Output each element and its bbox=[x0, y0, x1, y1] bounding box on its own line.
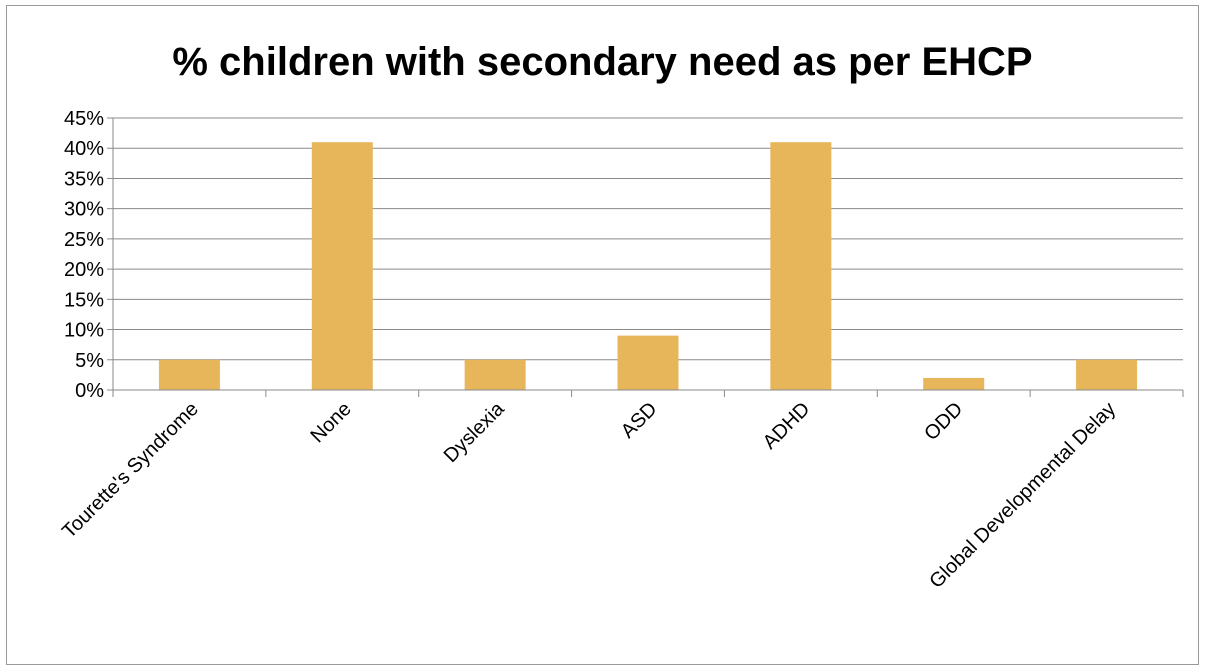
bar bbox=[923, 377, 985, 390]
x-tick-label: ADHD bbox=[759, 398, 815, 454]
chart-title: % children with secondary need as per EH… bbox=[172, 40, 1033, 84]
bars bbox=[158, 142, 1138, 390]
x-tick-label: Dyslexia bbox=[440, 397, 510, 467]
gridlines bbox=[113, 117, 1183, 361]
bar bbox=[311, 142, 373, 390]
axes bbox=[107, 117, 1184, 397]
y-tick-label: 20% bbox=[64, 259, 104, 281]
bar bbox=[158, 359, 220, 390]
y-tick-label: 15% bbox=[64, 289, 104, 311]
bar bbox=[1076, 359, 1138, 390]
bar bbox=[770, 142, 832, 390]
y-tick-label: 10% bbox=[64, 320, 104, 342]
x-tick-label: ASD bbox=[617, 398, 662, 443]
x-tick-label: Global Developmental Delay bbox=[925, 398, 1120, 593]
bar bbox=[464, 359, 526, 390]
y-tick-label: 35% bbox=[64, 168, 104, 190]
y-tick-label: 45% bbox=[64, 108, 104, 130]
y-tick-label: 25% bbox=[64, 229, 104, 251]
y-tick-label: 40% bbox=[64, 138, 104, 160]
y-tick-label: 5% bbox=[75, 350, 104, 372]
y-tick-label: 30% bbox=[64, 199, 104, 221]
x-tick-label: Tourette's Syndrome bbox=[58, 398, 203, 543]
x-tick-label: None bbox=[306, 398, 355, 447]
y-tick-label: 0% bbox=[75, 380, 104, 402]
bar bbox=[617, 335, 679, 390]
x-tick-label: ODD bbox=[920, 398, 967, 445]
tick-labels: 0% 5% 10% 15% 20% 25% 30% 35% 40% 45% Tourette's S… bbox=[58, 108, 1120, 593]
chart-frame bbox=[6, 5, 1199, 665]
